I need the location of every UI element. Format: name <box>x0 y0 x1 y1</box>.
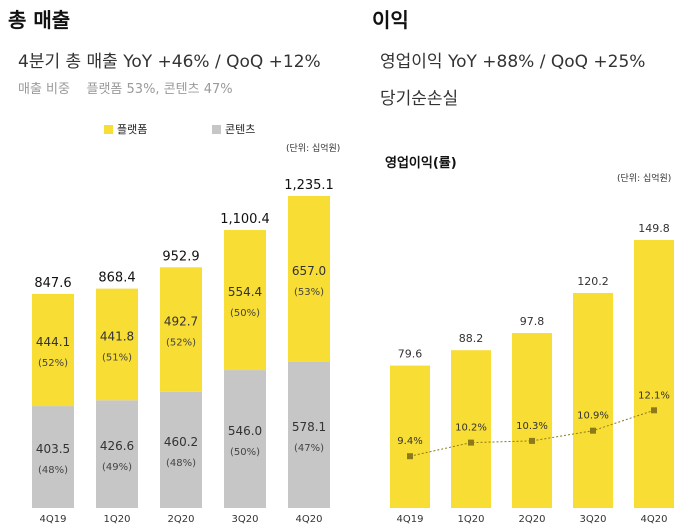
platform-value-label: 444.1 <box>36 335 70 349</box>
content-share-label: (48%) <box>166 458 196 469</box>
x-tick-label: 3Q20 <box>232 514 259 525</box>
revenue-share-label: 매출 비중 <box>18 82 70 97</box>
margin-label: 12.1% <box>638 390 670 401</box>
x-tick-label: 2Q20 <box>519 514 546 525</box>
operating-profit-bar <box>634 240 674 508</box>
op-unit-label: (단위: 십억원) <box>617 174 672 184</box>
legend-content-swatch <box>212 125 221 134</box>
revenue-share-value: 플랫폼 53%, 콘텐츠 47% <box>86 82 233 97</box>
x-tick-label: 3Q20 <box>580 514 607 525</box>
x-tick-label: 4Q20 <box>641 514 668 525</box>
margin-marker <box>529 437 535 444</box>
content-value-label: 460.2 <box>164 435 198 449</box>
legend-content-label: 콘텐츠 <box>225 123 256 136</box>
total-value-label: 868.4 <box>98 271 135 286</box>
op-value-label: 79.6 <box>398 348 423 361</box>
margin-label: 9.4% <box>397 436 422 447</box>
op-chart-title: 영업이익(률) <box>385 156 457 171</box>
x-tick-label: 2Q20 <box>168 514 195 525</box>
revenue-section-title: 총 매출 <box>8 8 71 32</box>
margin-label: 10.2% <box>455 423 487 434</box>
op-value-label: 97.8 <box>520 315 545 328</box>
platform-share-label: (53%) <box>294 287 324 298</box>
content-value-label: 578.1 <box>292 420 326 434</box>
platform-value-label: 441.8 <box>100 329 134 343</box>
platform-bar <box>160 267 202 392</box>
revenue-share-note: 매출 비중 플랫폼 53%, 콘텐츠 47% <box>18 78 233 97</box>
operating-profit-bar <box>451 350 491 508</box>
operating-profit-chart: 79.6 4Q19 88.2 1Q20 97.8 2Q20 120.2 3Q20 149.8 4Q… <box>390 222 674 525</box>
x-tick-label: 4Q19 <box>397 514 424 525</box>
margin-label: 10.9% <box>577 411 609 422</box>
margin-marker <box>468 439 474 446</box>
platform-bar <box>96 288 138 401</box>
total-value-label: 952.9 <box>162 249 199 264</box>
margin-line <box>409 409 655 457</box>
x-tick-label: 4Q20 <box>296 514 323 525</box>
operating-profit-bar <box>390 365 430 508</box>
platform-share-label: (51%) <box>102 352 132 363</box>
platform-share-label: (50%) <box>230 308 260 319</box>
content-bar <box>288 361 330 508</box>
margin-marker <box>590 427 596 434</box>
op-value-label: 120.2 <box>577 275 609 288</box>
platform-bar <box>288 196 330 362</box>
content-value-label: 426.6 <box>100 439 134 453</box>
legend-platform-swatch <box>104 125 113 134</box>
platform-share-label: (52%) <box>38 358 68 369</box>
content-share-label: (49%) <box>102 462 132 473</box>
platform-bar <box>32 293 74 407</box>
platform-value-label: 492.7 <box>164 315 198 329</box>
content-value-label: 403.5 <box>36 442 70 456</box>
revenue-subtitle: 4분기 총 매출 YoY +46% / QoQ +12% <box>18 52 321 72</box>
total-value-label: 1,235.1 <box>284 178 334 193</box>
content-share-label: (50%) <box>230 447 260 458</box>
revenue-chart: 444.1 (52%) 403.5 (48%) 847.6 4Q19 441.8 (51%) 4… <box>32 178 334 525</box>
content-bar <box>160 391 202 508</box>
total-value-label: 1,100.4 <box>220 212 270 227</box>
x-tick-label: 1Q20 <box>458 514 485 525</box>
margin-marker <box>651 407 657 414</box>
profit-subtitle: 영업이익 YoY +88% / QoQ +25% <box>380 52 646 72</box>
platform-bar <box>224 230 266 371</box>
platform-share-label: (52%) <box>166 338 196 349</box>
content-value-label: 546.0 <box>228 424 262 438</box>
operating-profit-bar <box>512 333 552 508</box>
platform-value-label: 657.0 <box>292 264 326 278</box>
content-share-label: (48%) <box>38 465 68 476</box>
profit-section-title: 이익 <box>372 8 409 32</box>
x-tick-label: 4Q19 <box>40 514 67 525</box>
content-bar <box>224 370 266 508</box>
op-value-label: 88.2 <box>459 332 484 345</box>
x-tick-label: 1Q20 <box>104 514 131 525</box>
total-value-label: 847.6 <box>34 276 71 291</box>
content-bar <box>96 400 138 508</box>
net-loss-label: 당기순손실 <box>380 89 459 109</box>
content-share-label: (47%) <box>294 443 324 454</box>
op-value-label: 149.8 <box>638 222 670 235</box>
legend-platform-label: 플랫폼 <box>117 123 148 136</box>
content-bar <box>32 406 74 508</box>
operating-profit-bar <box>573 292 613 508</box>
revenue-unit-label: (단위: 십억원) <box>286 144 341 154</box>
platform-value-label: 554.4 <box>228 285 262 299</box>
margin-marker <box>407 453 413 460</box>
margin-label: 10.3% <box>516 421 548 432</box>
